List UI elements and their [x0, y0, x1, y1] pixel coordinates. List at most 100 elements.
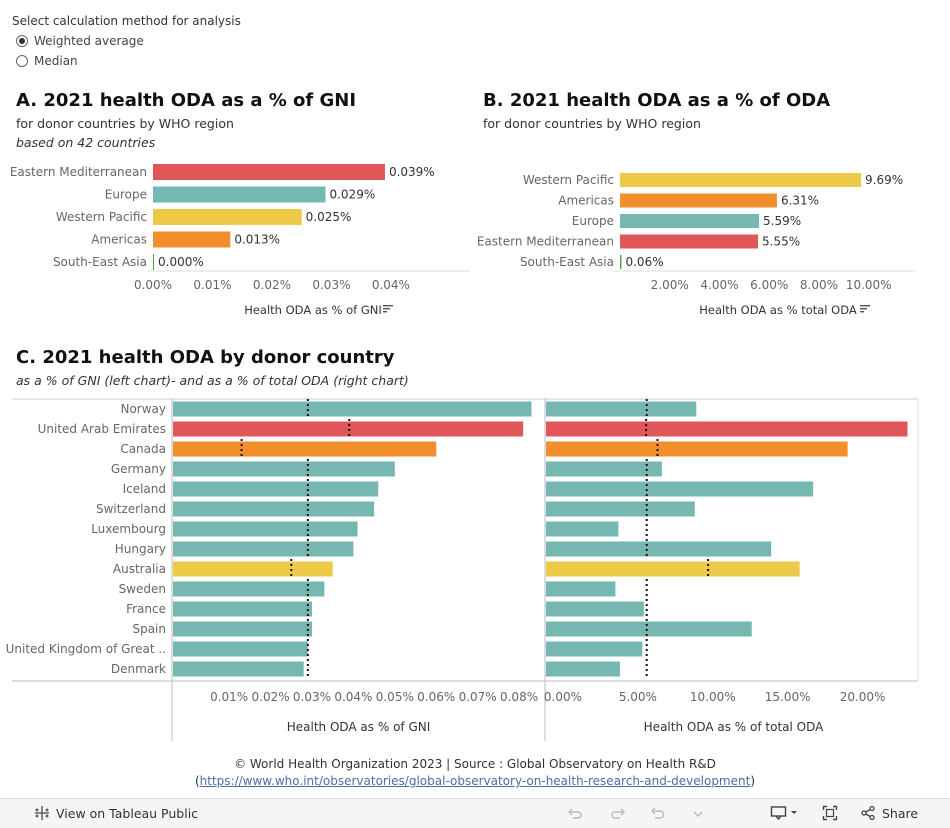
tick-label: 10.00% — [690, 690, 736, 704]
bar — [173, 521, 358, 537]
category-label: Europe — [572, 214, 614, 228]
radio-median[interactable]: Median — [16, 54, 78, 68]
bar — [546, 401, 697, 417]
paren-close: ) — [750, 774, 756, 788]
bar — [173, 621, 312, 637]
tick-label: 0.04% — [372, 278, 410, 292]
bar — [173, 461, 395, 477]
country-label: Sweden — [119, 582, 166, 596]
country-label: United Kingdom of Great .. — [6, 642, 166, 656]
bar-value-label: 0.06% — [625, 255, 663, 269]
category-label: Eastern Mediterranean — [10, 165, 147, 179]
country-label: Canada — [120, 442, 166, 456]
axis-title: Health ODA as % of GNI — [244, 303, 382, 317]
bar — [173, 641, 308, 657]
bar — [173, 561, 333, 577]
tableau-logo-icon — [35, 806, 49, 820]
country-label: Australia — [113, 562, 166, 576]
fullscreen-icon[interactable] — [822, 805, 838, 821]
revert-icon[interactable] — [650, 805, 666, 821]
chart-b: Western Pacific 9.69% Americas 6.31% Europe 5… — [477, 173, 915, 317]
radio-weighted-average[interactable]: Weighted average — [16, 34, 144, 48]
calc-method-title: Select calculation method for analysis — [12, 14, 241, 28]
bar — [546, 601, 644, 617]
source-link-line: (https://www.who.int/observatories/globa… — [0, 774, 950, 788]
bar — [173, 501, 375, 517]
tick-label: 2.00% — [651, 278, 689, 292]
bar-value-label: 9.69% — [865, 173, 903, 187]
bar-value-label: 5.55% — [762, 235, 800, 249]
panel-c-title: C. 2021 health ODA by donor country — [16, 347, 395, 368]
bar — [173, 601, 312, 617]
panel-b-subtitle: for donor countries by WHO region — [483, 116, 701, 131]
view-on-tableau-button[interactable]: View on Tableau Public — [34, 805, 198, 821]
bar — [173, 421, 524, 437]
bar — [173, 661, 304, 677]
country-label: Luxembourg — [91, 522, 166, 536]
bar-value-label: 0.013% — [234, 233, 280, 247]
radio-label: Median — [34, 54, 78, 68]
bar — [546, 561, 800, 577]
bar — [153, 209, 302, 225]
tableau-toolbar: View on Tableau Public Share — [0, 798, 950, 828]
bar — [173, 481, 379, 497]
tick-label: 0.01% — [193, 278, 231, 292]
panel-a-subtitle: for donor countries by WHO region — [16, 116, 234, 131]
country-label: United Arab Emirates — [38, 422, 166, 436]
bar — [153, 254, 154, 270]
radio-label: Weighted average — [34, 34, 144, 48]
bar — [546, 661, 620, 677]
tick-label: 0.05% — [376, 690, 414, 704]
redo-icon[interactable] — [610, 805, 626, 821]
bar — [173, 401, 532, 417]
category-label: Europe — [105, 188, 147, 202]
panel-a-note: based on 42 countries — [16, 135, 156, 150]
tick-label: 15.00% — [765, 690, 811, 704]
pause-icon[interactable] — [690, 805, 706, 821]
tick-label: 0.04% — [334, 690, 372, 704]
radio-selected-icon[interactable] — [16, 35, 28, 47]
radio-unselected-icon[interactable] — [16, 55, 28, 67]
bar — [546, 461, 662, 477]
bar — [620, 173, 862, 187]
bar — [546, 641, 643, 657]
bar — [173, 541, 354, 557]
tick-label: 0.06% — [417, 690, 455, 704]
category-label: Western Pacific — [523, 173, 614, 187]
bar — [546, 441, 848, 457]
bar — [620, 255, 622, 269]
view-on-tableau-label: View on Tableau Public — [56, 805, 199, 821]
chart-a: Eastern Mediterranean 0.039% Europe 0.029% W… — [10, 164, 470, 317]
tick-label: 10.00% — [846, 278, 892, 292]
sort-icon — [860, 305, 870, 313]
tick-label: 0.00% — [544, 690, 582, 704]
credit-line: © World Health Organization 2023 | Sourc… — [234, 757, 716, 771]
bar-value-label: 0.025% — [306, 210, 352, 224]
bar — [546, 501, 695, 517]
bar-value-label: 0.039% — [389, 165, 435, 179]
share-icon — [861, 805, 875, 821]
tick-label: 8.00% — [800, 278, 838, 292]
country-label: Hungary — [115, 542, 166, 556]
sort-icon — [383, 305, 393, 313]
download-icon[interactable] — [770, 805, 800, 821]
tick-label: 4.00% — [700, 278, 738, 292]
source-link[interactable]: https://www.who.int/observatories/global… — [199, 774, 751, 788]
bar — [546, 481, 814, 497]
bar-value-label: 0.029% — [329, 188, 375, 202]
bar-value-label: 5.59% — [763, 214, 801, 228]
country-label: Denmark — [111, 662, 166, 676]
tick-label: 0.03% — [312, 278, 350, 292]
undo-icon[interactable] — [567, 805, 583, 821]
tick-label: 0.02% — [253, 278, 291, 292]
tick-label: 0.01% — [210, 690, 248, 704]
axis-title: Health ODA as % of GNI — [287, 720, 431, 734]
tick-label: 0.00% — [134, 278, 172, 292]
bar — [620, 234, 759, 249]
share-button[interactable]: Share — [860, 805, 918, 821]
tick-label: 0.03% — [293, 690, 331, 704]
category-label: Americas — [91, 233, 147, 247]
country-label: Germany — [111, 462, 166, 476]
tick-label: 6.00% — [750, 278, 788, 292]
tick-label: 20.00% — [840, 690, 886, 704]
